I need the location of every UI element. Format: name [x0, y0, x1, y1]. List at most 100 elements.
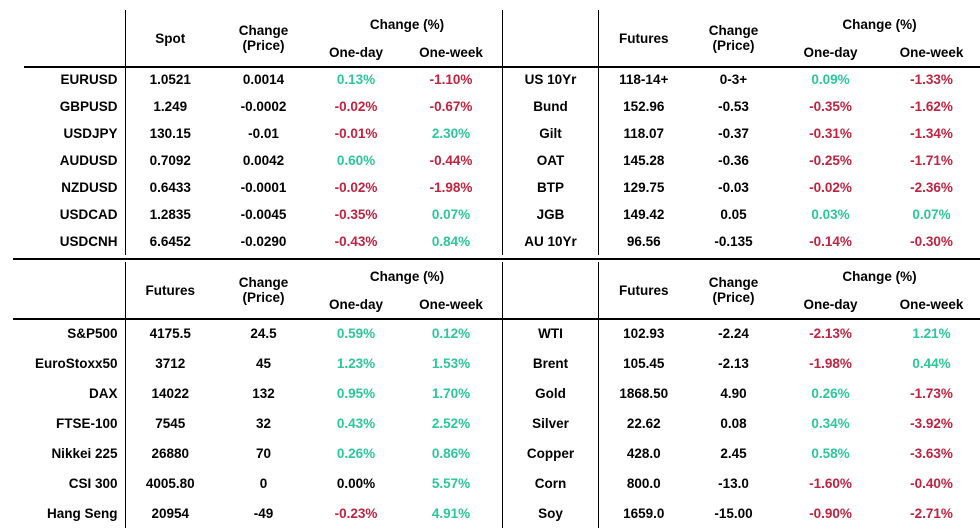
- equity-change-pct-header: Change (%): [369, 268, 445, 284]
- price-cell: 0.6433: [149, 180, 191, 195]
- header-divider-line-top: [24, 66, 980, 69]
- one-week-pct-cell: 4.91%: [431, 505, 471, 521]
- one-day-pct-cell: -0.35%: [809, 99, 852, 114]
- price-cell: 1868.50: [619, 385, 669, 401]
- equity-change-price-header: Change (Price): [238, 275, 289, 305]
- one-week-pct-cell: -1.33%: [910, 72, 953, 87]
- table-row: JGB 149.42 0.05 0.03% 0.07%: [502, 201, 980, 228]
- bond-futures-table: Futures Change (Price) Change (%) One-da…: [502, 10, 980, 255]
- price-cell: 96.56: [626, 234, 661, 249]
- price-cell: 428.0: [626, 445, 661, 461]
- header-divider-line-bottom: [13, 318, 980, 321]
- one-day-pct-cell: -0.43%: [334, 234, 378, 249]
- one-week-pct-cell: -3.63%: [910, 445, 953, 461]
- one-day-pct-cell: 0.00%: [336, 475, 376, 491]
- instrument-label: AU 10Yr: [502, 228, 599, 255]
- table-row: CSI 300 4005.80 0 0.00% 5.57%: [0, 468, 502, 498]
- table-row: Corn 800.0 -13.0 -1.60% -0.40%: [502, 468, 980, 498]
- change-price-cell: -2.24: [718, 325, 749, 341]
- change-price-cell: 0.0042: [242, 153, 285, 168]
- fx-spot-table: Spot Change (Price) Change (%) One-day O…: [0, 10, 502, 255]
- instrument-label: DAX: [0, 378, 126, 408]
- change-price-cell: 24.5: [250, 325, 277, 341]
- one-day-pct-cell: 0.26%: [336, 445, 376, 461]
- instrument-label: BTP: [502, 174, 599, 201]
- change-price-cell: -0.37: [718, 126, 749, 141]
- one-day-pct-cell: 0.58%: [811, 445, 850, 461]
- instrument-label: Bund: [502, 93, 599, 120]
- price-cell: 26880: [151, 445, 190, 461]
- one-week-pct-cell: -0.67%: [429, 99, 473, 114]
- one-day-pct-cell: -0.23%: [334, 505, 378, 521]
- one-day-pct-cell: 0.09%: [811, 72, 850, 87]
- instrument-label: Silver: [502, 408, 599, 438]
- one-day-pct-cell: -1.98%: [809, 355, 852, 371]
- one-day-pct-cell: 0.13%: [336, 72, 376, 87]
- one-week-pct-cell: -1.73%: [910, 385, 953, 401]
- instrument-label: Copper: [502, 438, 599, 468]
- one-day-pct-cell: -0.01%: [334, 126, 378, 141]
- one-day-pct-cell: -1.60%: [809, 475, 852, 491]
- one-day-pct-cell: -0.02%: [809, 180, 852, 195]
- one-week-pct-cell: 0.44%: [912, 355, 951, 371]
- table-row: AU 10Yr 96.56 -0.135 -0.14% -0.30%: [502, 228, 980, 255]
- change-price-cell: 132: [252, 385, 275, 401]
- one-week-pct-cell: -0.44%: [429, 153, 473, 168]
- change-price-cell: -0.01: [248, 126, 279, 141]
- one-week-pct-cell: -0.40%: [910, 475, 953, 491]
- bond-one-day-header: One-day: [803, 44, 858, 60]
- price-cell: 6.6452: [149, 234, 191, 249]
- fx-one-day-header: One-day: [328, 44, 383, 60]
- table-row: AUDUSD 0.7092 0.0042 0.60% -0.44%: [0, 147, 502, 174]
- price-cell: 145.28: [623, 153, 665, 168]
- table-row: DAX 14022 132 0.95% 1.70%: [0, 378, 502, 408]
- bond-change-pct-header: Change (%): [842, 16, 917, 32]
- one-week-pct-cell: -2.36%: [910, 180, 953, 195]
- fx-spot-header: Spot: [155, 30, 186, 46]
- change-price-cell: 2.45: [720, 445, 747, 461]
- table-row: WTI 102.93 -2.24 -2.13% 1.21%: [502, 318, 980, 348]
- change-price-cell: -0.0290: [240, 234, 287, 249]
- bond-header-spacer: [502, 10, 599, 66]
- equity-futures-table: Futures Change (Price) Change (%) One-da…: [0, 262, 502, 528]
- price-cell: 0.7092: [149, 153, 191, 168]
- equity-rows: S&P500 4175.5 24.5 0.59% 0.12% EuroStoxx…: [0, 318, 502, 528]
- instrument-label: USDJPY: [0, 120, 126, 147]
- change-price-cell: 0.05: [720, 207, 747, 222]
- one-week-pct-cell: -1.98%: [429, 180, 473, 195]
- one-day-pct-cell: 0.03%: [811, 207, 850, 222]
- fx-header-spacer: [0, 10, 126, 66]
- commodity-futures-table: Futures Change (Price) Change (%) One-da…: [502, 262, 980, 528]
- price-cell: 4005.80: [145, 475, 195, 491]
- price-cell: 118.07: [623, 126, 665, 141]
- change-price-cell: 32: [255, 415, 272, 431]
- one-week-pct-cell: 2.52%: [431, 415, 471, 431]
- price-cell: 4175.5: [149, 325, 191, 341]
- one-day-pct-cell: -0.02%: [334, 180, 378, 195]
- price-cell: 20954: [151, 505, 190, 521]
- commodity-change-price-header: Change (Price): [708, 275, 759, 305]
- one-week-pct-cell: -1.10%: [429, 72, 473, 87]
- change-price-cell: -0.0002: [240, 99, 287, 114]
- one-day-pct-cell: -0.14%: [809, 234, 852, 249]
- one-day-pct-cell: -0.02%: [334, 99, 378, 114]
- commodity-header-spacer: [502, 262, 599, 318]
- one-week-pct-cell: -1.62%: [910, 99, 953, 114]
- price-cell: 149.42: [623, 207, 665, 222]
- bond-rows: US 10Yr 118-14+ 0-3+ 0.09% -1.33% Bund 1…: [502, 66, 980, 255]
- fx-rows: EURUSD 1.0521 0.0014 0.13% -1.10% GBPUSD…: [0, 66, 502, 255]
- equity-header-spacer: [0, 262, 126, 318]
- one-week-pct-cell: 1.21%: [912, 325, 951, 341]
- table-row: Soy 1659.0 -15.00 -0.90% -2.71%: [502, 498, 980, 528]
- fx-one-week-header: One-week: [419, 44, 483, 60]
- price-cell: 105.45: [623, 355, 665, 371]
- instrument-label: EuroStoxx50: [0, 348, 126, 378]
- price-cell: 1.2835: [149, 207, 191, 222]
- one-week-pct-cell: -1.34%: [910, 126, 953, 141]
- one-week-pct-cell: 0.12%: [431, 325, 471, 341]
- price-cell: 1.249: [153, 99, 188, 114]
- change-price-cell: -15.00: [714, 505, 753, 521]
- price-cell: 129.75: [623, 180, 665, 195]
- table-row: Hang Seng 20954 -49 -0.23% 4.91%: [0, 498, 502, 528]
